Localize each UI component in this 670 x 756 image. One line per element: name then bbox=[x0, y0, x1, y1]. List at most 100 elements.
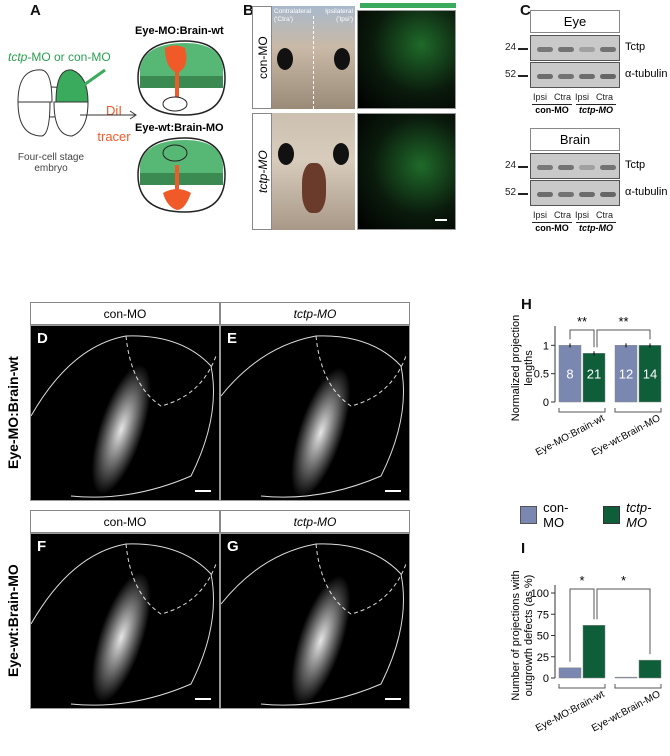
lane-label: Ipsi bbox=[533, 210, 548, 220]
gut bbox=[302, 163, 326, 213]
y-tick-label: 0.5 bbox=[534, 369, 549, 381]
lane-label: Ipsi bbox=[575, 210, 590, 220]
blot-band bbox=[579, 74, 595, 79]
kda-tick bbox=[518, 75, 528, 77]
micrograph-outline bbox=[221, 335, 407, 498]
panel-label-a: A bbox=[30, 2, 41, 19]
brightfield-photo-tctp-mo bbox=[272, 113, 355, 230]
blot-strip bbox=[530, 180, 620, 206]
dil-tracer-label: DiI tracer bbox=[95, 98, 133, 150]
bar-tctp-MO-1 bbox=[638, 659, 662, 679]
scale-bar bbox=[195, 490, 211, 492]
legend: con-MO tctp-MO bbox=[520, 500, 670, 530]
bar-con-MO-1 bbox=[614, 676, 638, 679]
eye-left bbox=[278, 143, 294, 165]
n-label: 12 bbox=[619, 367, 633, 382]
panel-label-i: I bbox=[521, 540, 526, 557]
significance-bracket bbox=[596, 329, 651, 348]
embryo-caption-line1: Four-cell stage bbox=[17, 152, 85, 163]
blot-band bbox=[600, 192, 616, 197]
category-bracket bbox=[614, 684, 662, 689]
panel-label-e: E bbox=[227, 330, 238, 347]
ipsilateral-text: Ipsilateral bbox=[325, 8, 353, 15]
blot-band bbox=[579, 47, 595, 52]
panel-label-f: F bbox=[37, 538, 47, 555]
blot-band bbox=[579, 165, 595, 170]
row-label-tctp-mo: tctp-MO bbox=[252, 113, 272, 230]
scale-bar bbox=[195, 698, 211, 700]
group-label: tctp-MO bbox=[576, 222, 616, 233]
condition-label-2: Eye-wt:Brain-MO bbox=[135, 122, 224, 134]
micrograph-outline bbox=[31, 543, 217, 706]
blot-title-0: Eye bbox=[530, 10, 620, 33]
scale-bar bbox=[385, 490, 401, 492]
category-bracket bbox=[558, 408, 606, 413]
kda-tick bbox=[518, 48, 528, 50]
brightfield-photo-con-mo: Contralateral ('Ctra') Ipsilateral ('Ipsi'… bbox=[272, 6, 355, 109]
scale-bar bbox=[435, 219, 447, 221]
eye-right bbox=[334, 48, 350, 70]
blot-band bbox=[537, 47, 553, 52]
fluorescence-photo-tctp-mo bbox=[357, 113, 456, 230]
injection-label: tctp-MO or con-MO bbox=[8, 50, 111, 64]
chart-i: Number of projections withoutgrowth defe… bbox=[510, 570, 663, 734]
kda-marker: 52 bbox=[505, 69, 517, 80]
legend-label-tctp-mo: tctp-MO bbox=[626, 500, 652, 530]
column-header-tctp-mo: tctp-MO bbox=[220, 302, 410, 325]
embryo-bottom-cells bbox=[17, 101, 89, 137]
significance-marker: * bbox=[621, 573, 626, 588]
embryo-caption-line2: embryo bbox=[34, 163, 68, 174]
row-label-eye-wt-brain-mo: Eye-wt:Brain-MO bbox=[5, 564, 21, 678]
blot-band bbox=[600, 47, 616, 52]
blot-title-1: Brain bbox=[530, 128, 620, 151]
kda-tick bbox=[518, 166, 528, 168]
row-label-con-mo: con-MO bbox=[252, 6, 272, 109]
legend-swatch-tctp-mo bbox=[603, 506, 621, 524]
category-bracket bbox=[614, 408, 662, 413]
tadpole-head-diagram-1 bbox=[137, 40, 226, 116]
blot-band bbox=[558, 74, 574, 79]
panel-label-b: B bbox=[243, 2, 254, 19]
significance-marker: ** bbox=[618, 314, 628, 329]
lane-label: Ctra bbox=[596, 92, 614, 102]
y-tick-label: 100 bbox=[531, 588, 549, 600]
blot-strip bbox=[530, 153, 620, 179]
protein-label: α-tubulin bbox=[625, 186, 668, 198]
panel-label-g: G bbox=[227, 538, 239, 555]
blot-band bbox=[558, 47, 574, 52]
column-header-con-mo-2: con-MO bbox=[30, 510, 220, 533]
y-tick-label: 75 bbox=[537, 609, 549, 621]
midline-divider bbox=[313, 16, 314, 109]
lane-label: Ctra bbox=[554, 92, 572, 102]
y-axis-label: Normalized projectionlengths bbox=[510, 315, 535, 421]
panel-label-d: D bbox=[37, 330, 48, 347]
panel-label-h: H bbox=[521, 296, 532, 313]
column-header-con-mo: con-MO bbox=[30, 302, 220, 325]
blot-band bbox=[558, 165, 574, 170]
micrograph-f: F bbox=[30, 533, 220, 709]
column-header-tctp-mo-2: tctp-MO bbox=[220, 510, 410, 533]
blot-strip bbox=[530, 62, 620, 88]
embryo-caption: Four-cell stage embryo bbox=[6, 152, 96, 174]
n-label: 21 bbox=[587, 367, 601, 382]
micrograph-outline bbox=[221, 543, 407, 706]
kda-marker: 24 bbox=[505, 160, 517, 171]
kda-tick bbox=[518, 193, 528, 195]
green-channel-bar bbox=[360, 3, 456, 8]
tracer-line1: DiI bbox=[106, 103, 122, 118]
y-tick-label: 0 bbox=[543, 397, 549, 409]
ipsilateral-abbr: ('Ipsi') bbox=[336, 16, 353, 23]
injection-rest: -MO or con-MO bbox=[27, 50, 111, 64]
n-label: 14 bbox=[643, 367, 657, 382]
micrograph-d: D bbox=[30, 325, 220, 501]
legend-label-con-mo: con-MO bbox=[543, 500, 569, 530]
condition-label-1: Eye-MO:Brain-wt bbox=[135, 25, 224, 37]
lane-label: Ctra bbox=[554, 210, 572, 220]
contralateral-abbr: ('Ctra') bbox=[274, 16, 294, 23]
kda-marker: 24 bbox=[505, 42, 517, 53]
protein-label: Tctp bbox=[625, 41, 646, 53]
ipsilateral-label: Ipsilateral ('Ipsi') bbox=[325, 8, 353, 24]
row-label-eye-mo-brain-wt: Eye-MO:Brain-wt bbox=[5, 356, 21, 470]
lane-label: Ctra bbox=[596, 210, 614, 220]
eye-left bbox=[277, 48, 293, 70]
